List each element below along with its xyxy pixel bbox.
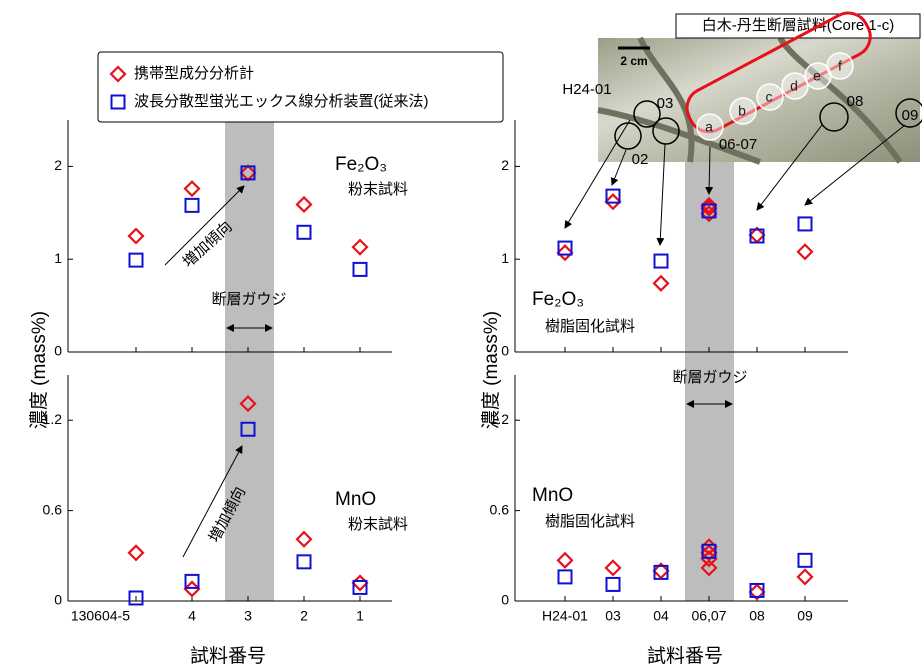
- inset-label: H24-01: [562, 81, 611, 98]
- diamond-marker: [353, 576, 367, 590]
- page: {"chart_data": [ {"type": "scatter", "la…: [0, 0, 922, 670]
- x-tick-label: H24-01: [542, 608, 588, 624]
- square-marker: [186, 199, 199, 212]
- square-marker: [799, 217, 812, 230]
- annotation: 断層ガウジ: [211, 291, 286, 308]
- square-marker: [559, 570, 572, 583]
- inset-label: c: [766, 89, 773, 105]
- x-tick-label: 3: [244, 608, 252, 624]
- diamond-marker: [654, 276, 668, 290]
- diamond-marker: [185, 582, 199, 596]
- y-tick-label: 1: [501, 250, 509, 266]
- square-marker: [354, 263, 367, 276]
- inset-label: a: [705, 119, 713, 135]
- diamond-marker: [129, 229, 143, 243]
- inset-label: 02: [632, 151, 649, 168]
- square-marker: [799, 554, 812, 567]
- diamond-marker: [606, 561, 620, 575]
- y-tick-label: 0: [501, 343, 509, 359]
- figure: 濃度 (mass%) 濃度 (mass%) 試料番号 試料番号 白木-丹生断層試…: [0, 0, 922, 670]
- y-tick-label: 0.6: [490, 501, 510, 517]
- diamond-marker: [185, 182, 199, 196]
- annotation: 粉末試料: [348, 181, 408, 198]
- gouge-band: [225, 120, 274, 601]
- diamond-marker: [558, 246, 572, 260]
- scale-label: 2 cm: [620, 54, 647, 68]
- x-tick-label: 06,07: [691, 608, 726, 624]
- square-marker: [130, 254, 143, 267]
- square-marker: [298, 555, 311, 568]
- square-marker: [607, 578, 620, 591]
- inset-label: 03: [657, 95, 674, 112]
- diamond-marker: [297, 532, 311, 546]
- inset-label: b: [738, 103, 746, 119]
- y-tick-label: 1.2: [490, 411, 510, 427]
- y-tick-label: 2: [54, 157, 62, 173]
- legend-label: 波長分散型蛍光エックス線分析装置(従来法): [134, 93, 429, 110]
- x-tick-label: 04: [653, 608, 669, 624]
- annotation: Fe₂O₃: [335, 154, 387, 175]
- y-tick-label: 1: [54, 250, 62, 266]
- square-marker: [298, 226, 311, 239]
- inset-label: 08: [847, 93, 864, 110]
- annotation: MnO: [532, 485, 573, 506]
- x-tick-label: 03: [605, 608, 621, 624]
- y-tick-label: 0.6: [43, 501, 63, 517]
- annotation: 断層ガウジ: [672, 369, 747, 386]
- diamond-marker: [297, 197, 311, 211]
- diamond-marker: [129, 546, 143, 560]
- x-tick-label: 1: [356, 608, 364, 624]
- square-marker: [655, 255, 668, 268]
- diamond-marker: [353, 240, 367, 254]
- inset-label: f: [838, 58, 842, 74]
- y-tick-label: 1.2: [43, 411, 63, 427]
- annotation: 樹脂固化試料: [545, 318, 635, 335]
- y-tick-label: 2: [501, 157, 509, 173]
- inset-label: e: [813, 68, 821, 84]
- x-axis-label: 試料番号: [190, 645, 266, 667]
- x-tick-label: 09: [797, 608, 813, 624]
- annotation: 樹脂固化試料: [545, 513, 635, 530]
- y-tick-label: 0: [501, 592, 509, 608]
- pointer-arrow: [565, 120, 630, 228]
- inset-label: d: [790, 78, 798, 94]
- diamond-marker: [798, 570, 812, 584]
- x-tick-label: 08: [749, 608, 765, 624]
- square-marker: [559, 242, 572, 255]
- diamond-marker: [558, 553, 572, 567]
- legend-label: 携帯型成分分析計: [134, 65, 254, 82]
- inset-label: 06-07: [719, 136, 757, 153]
- annotation: 粉末試料: [348, 516, 408, 533]
- annotation: MnO: [335, 489, 376, 510]
- legend: [98, 52, 503, 122]
- square-marker: [354, 581, 367, 594]
- annotation: Fe₂O₃: [532, 289, 584, 310]
- diamond-marker: [798, 245, 812, 259]
- x-tick-label: 2: [300, 608, 308, 624]
- x-tick-label: 130604-5: [71, 608, 130, 624]
- y-tick-label: 0: [54, 343, 62, 359]
- inset-label: 09: [902, 107, 919, 124]
- x-axis-label: 試料番号: [647, 645, 723, 667]
- y-tick-label: 0: [54, 592, 62, 608]
- x-tick-label: 4: [188, 608, 196, 624]
